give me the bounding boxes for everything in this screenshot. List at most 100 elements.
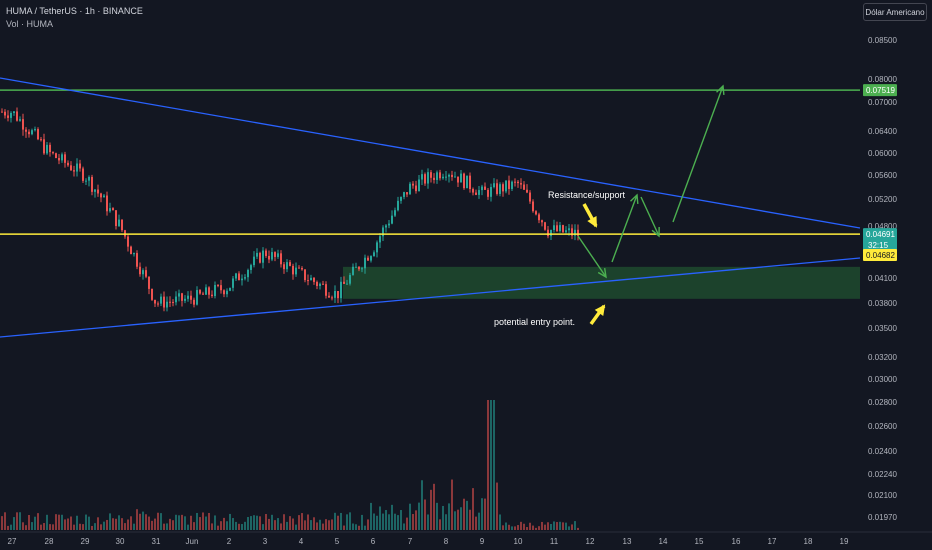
volume-bar <box>172 520 174 530</box>
candle-body <box>517 181 519 184</box>
candle-body <box>31 130 33 135</box>
volume-bar <box>283 514 285 530</box>
volume-bar <box>244 521 246 530</box>
volume-bar <box>265 514 267 530</box>
candle-body <box>334 291 336 298</box>
candle-body <box>91 176 93 192</box>
volume-bar <box>520 521 522 530</box>
candle-body <box>526 189 528 193</box>
entry-pointer-arrow-head <box>594 304 606 316</box>
candle-body <box>298 267 300 269</box>
candle-body <box>415 185 417 192</box>
volume-bar <box>199 517 201 530</box>
volume-bar <box>460 507 462 530</box>
candle-body <box>451 174 453 177</box>
volume-bar <box>325 519 327 530</box>
candle-body <box>181 293 183 301</box>
candle-body <box>151 288 153 300</box>
candle-body <box>121 219 123 231</box>
price-tick-label: 0.06000 <box>868 149 897 158</box>
candle-body <box>169 301 171 303</box>
candle-body <box>391 215 393 224</box>
candle-body <box>514 181 516 183</box>
candle-body <box>40 139 42 141</box>
volume-bar <box>364 525 366 530</box>
volume-bar <box>166 523 168 530</box>
candle-body <box>118 219 120 227</box>
candle-body <box>256 252 258 257</box>
price-tick-label: 0.03800 <box>868 299 897 308</box>
candle-body <box>55 153 57 159</box>
volume-bar <box>49 524 51 530</box>
price-tick-label: 0.05600 <box>868 171 897 180</box>
price-tick-label: 0.02800 <box>868 398 897 407</box>
volume-bar <box>559 521 561 530</box>
volume-bar <box>145 514 147 530</box>
volume-bar <box>574 521 576 530</box>
price-axis: 0.08500 0.08000 0.07000 0.06400 0.06000 0.056… <box>868 36 897 522</box>
candle-body <box>337 291 339 299</box>
candle-body <box>571 228 573 236</box>
volume-bar <box>130 516 132 530</box>
volume-bar <box>502 525 504 530</box>
volume-bar <box>40 524 42 530</box>
candle-countdown: 32:15 <box>868 241 889 250</box>
volume-bar <box>175 514 177 530</box>
volume-bar <box>412 514 414 530</box>
candle-body <box>412 183 414 186</box>
candle-body <box>328 295 330 298</box>
candle-body <box>232 278 234 288</box>
volume-bar <box>181 514 183 530</box>
volume-bar <box>121 518 123 530</box>
volume-bar <box>139 513 141 530</box>
price-tick-label: 0.03000 <box>868 375 897 384</box>
candle-body <box>427 172 429 184</box>
currency-button[interactable]: Dólar Americano <box>863 3 927 21</box>
candle-body <box>184 298 186 301</box>
candle-body <box>568 228 570 231</box>
volume-bar <box>499 514 501 530</box>
volume-bar <box>25 525 27 530</box>
volume-bar <box>127 519 129 530</box>
volume-bar <box>553 521 555 530</box>
projection-arrow-pullback-head <box>651 226 660 238</box>
candle-body <box>187 295 189 299</box>
candle-body <box>454 176 456 178</box>
volume-bar <box>442 505 444 530</box>
candle-body <box>130 246 132 255</box>
volume-bar <box>61 514 63 530</box>
volume-bar <box>88 516 90 530</box>
candle-body <box>262 250 264 263</box>
candle-body <box>94 189 96 192</box>
volume-bar <box>331 519 333 530</box>
candle-body <box>142 270 144 275</box>
candle-body <box>448 174 450 177</box>
entry-label: potential entry point. <box>494 317 575 327</box>
volume-bar <box>436 502 438 530</box>
price-tick-label: 0.08500 <box>868 36 897 45</box>
candle-body <box>574 229 576 236</box>
candle-body <box>196 290 198 305</box>
volume-bar <box>286 521 288 530</box>
candle-body <box>229 287 231 291</box>
volume-bar <box>454 511 456 530</box>
volume-bar <box>16 512 18 530</box>
descending-trendline <box>0 77 861 229</box>
candle-body <box>301 267 303 270</box>
volume-bar <box>466 500 468 530</box>
volume-bar <box>277 518 279 530</box>
volume-bar <box>421 480 423 530</box>
candle-body <box>136 253 138 267</box>
volume-bar <box>337 515 339 530</box>
candle-body <box>295 267 297 275</box>
volume-bar <box>400 510 402 530</box>
candle-body <box>511 181 513 189</box>
volume-bar <box>196 512 198 530</box>
candle-body <box>1 111 3 113</box>
volume-bar <box>562 522 564 530</box>
volume-bar <box>187 524 189 530</box>
candle-body <box>244 277 246 279</box>
candle-body <box>145 270 147 277</box>
candle-body <box>46 144 48 154</box>
